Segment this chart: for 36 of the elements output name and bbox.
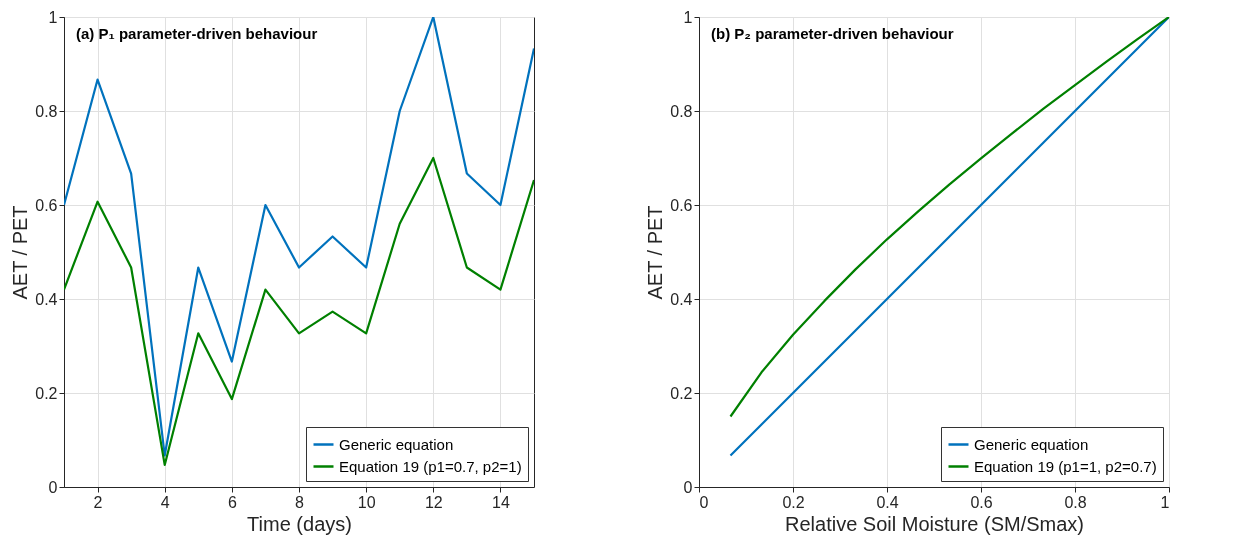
y-tick-label: 1 <box>683 8 693 26</box>
y-axis-title: AET / PET <box>9 205 32 300</box>
x-tick-label: 2 <box>93 493 103 511</box>
y-tick-label: 1 <box>48 8 58 26</box>
x-tick-label: 8 <box>295 493 305 511</box>
y-axis-title: AET / PET <box>644 205 667 300</box>
line-series <box>64 17 534 457</box>
x-tick-label: 1 <box>1160 493 1170 511</box>
y-tick-label: 0.2 <box>35 384 58 402</box>
text: (b) P₂ parameter-driven behaviour <box>711 25 954 42</box>
x-tick-label: 0.6 <box>970 493 993 511</box>
y-tick-label: 0.8 <box>670 102 693 120</box>
y-tick-label: 0.6 <box>670 196 693 214</box>
legend-label: Equation 19 (p1=0.7, p2=1) <box>339 457 522 475</box>
x-tick-label: 4 <box>160 493 170 511</box>
x-tick-label: 12 <box>424 493 443 511</box>
text: (a) P₁ parameter-driven behaviour <box>76 25 318 42</box>
y-tick-label: 0.4 <box>670 290 693 308</box>
x-tick-label: 0 <box>699 493 709 511</box>
y-tick-label: 0.4 <box>35 290 58 308</box>
y-tick-label: 0.8 <box>35 102 58 120</box>
y-tick-label: 0.6 <box>35 196 58 214</box>
y-tick-label: 0 <box>48 478 58 496</box>
y-tick-label: 0 <box>683 478 693 496</box>
x-tick-label: 0.4 <box>876 493 899 511</box>
x-axis-title: Time (days) <box>247 512 352 535</box>
legend-label: Generic equation <box>974 435 1089 453</box>
x-tick-label: 6 <box>227 493 237 511</box>
legend-label: Equation 19 (p1=1, p2=0.7) <box>974 457 1157 475</box>
x-tick-label: 0.8 <box>1064 493 1087 511</box>
x-tick-label: 10 <box>357 493 376 511</box>
y-tick-label: 0.2 <box>670 384 693 402</box>
x-axis-title: Relative Soil Moisture (SM/Smax) <box>785 512 1084 535</box>
x-tick-label: 14 <box>492 493 510 511</box>
legend-label: Generic equation <box>339 435 454 453</box>
x-tick-label: 0.2 <box>782 493 805 511</box>
